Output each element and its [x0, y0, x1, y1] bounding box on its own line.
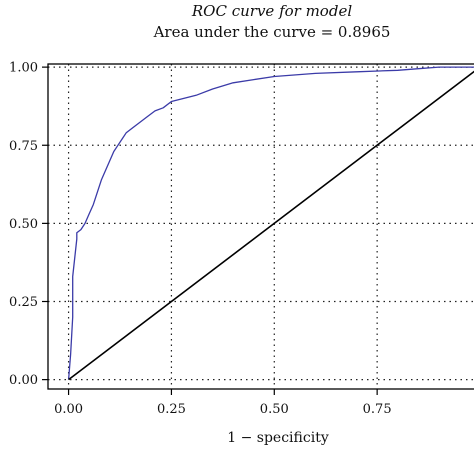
y-tick-label-4: 1.00 [9, 61, 38, 76]
x-axis-label: 1 − specificity [227, 430, 329, 446]
y-tick-label-3: 0.75 [9, 139, 38, 154]
y-tick-label-1: 0.25 [9, 295, 38, 310]
chart-subtitle: Area under the curve = 0.8965 [153, 23, 391, 41]
x-tick-label-0: 0.00 [54, 402, 83, 417]
series-line-1 [68, 70, 474, 381]
plot-frame [47, 63, 474, 390]
x-tick-label-1: 0.25 [157, 402, 186, 417]
x-tick-label-3: 0.75 [363, 402, 392, 417]
x-axis: 0.000.250.500.751. [54, 389, 474, 417]
x-tick-label-2: 0.50 [260, 402, 289, 417]
series-lines [67, 66, 474, 381]
y-tick-label-2: 0.50 [9, 217, 38, 232]
series-line-0 [67, 66, 474, 380]
y-tick-label-0: 0.00 [9, 373, 38, 388]
grid-lines [48, 64, 474, 389]
y-axis: 0.00 0.25 0.50 0.75 1.00 [9, 61, 48, 388]
chart-title: ROC curve for model [191, 2, 352, 20]
